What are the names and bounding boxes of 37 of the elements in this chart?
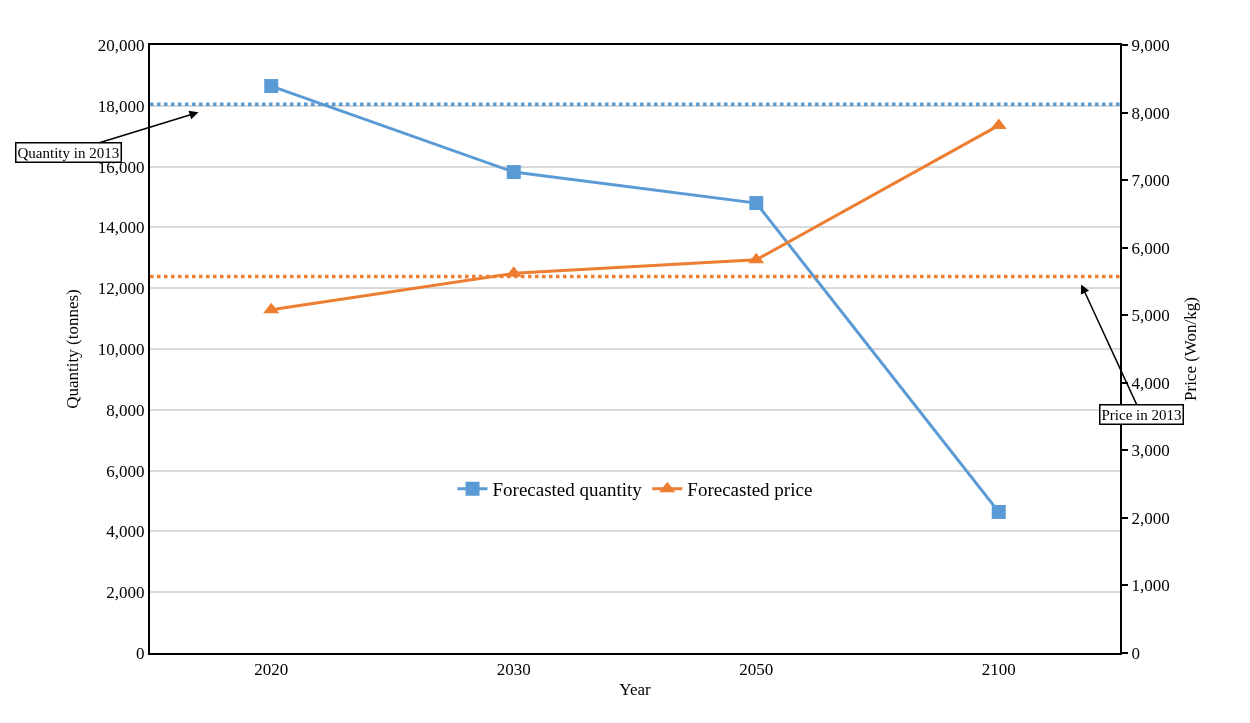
y-tick-label: 6,000	[106, 461, 145, 481]
y2-tick-label: 8,000	[1131, 103, 1170, 123]
ref-line-label: Price in 2013	[1101, 406, 1182, 423]
y-tick-label: 14,000	[97, 218, 145, 238]
y-tick-label: 10,000	[97, 339, 145, 359]
point	[749, 196, 764, 211]
y-tick-label: 8,000	[106, 400, 145, 420]
point	[506, 165, 521, 180]
point	[264, 79, 279, 94]
y-tick-label: 4,000	[106, 522, 145, 542]
legend-label: Forecasted price	[687, 479, 813, 501]
legend-label: Forecasted quantity	[492, 479, 643, 501]
x-tick-label: 2050	[739, 660, 774, 680]
y2-tick-label: 2,000	[1131, 508, 1170, 528]
y2-tick-label: 5,000	[1131, 306, 1170, 326]
point	[263, 302, 280, 314]
x-tick-label: 2020	[254, 660, 289, 680]
y2-axis-title: Price (Won/kg)	[1180, 297, 1200, 401]
y2-tick-label: 9,000	[1131, 35, 1170, 55]
x-axis-title: Year	[619, 680, 651, 700]
point	[991, 504, 1006, 519]
ref-line-label: Quantity in 2013	[17, 144, 120, 161]
y2-tick-label: 1,000	[1131, 576, 1170, 596]
y-axis-title: Quantity (tonnes)	[62, 289, 82, 409]
y2-tick-label: 0	[1131, 643, 1140, 663]
y2-tick-label: 6,000	[1131, 238, 1170, 258]
y-tick-label: 18,000	[97, 96, 145, 116]
y-tick-label: 2,000	[106, 583, 145, 603]
y2-tick-label: 4,000	[1131, 373, 1170, 393]
y-tick-label: 12,000	[97, 279, 145, 299]
y2-tick-label: 7,000	[1131, 171, 1170, 191]
point	[748, 252, 765, 264]
y2-tick-label: 3,000	[1131, 441, 1170, 461]
y-tick-label: 20,000	[97, 35, 145, 55]
x-tick-label: 2030	[496, 660, 531, 680]
y-tick-label: 0	[136, 643, 145, 663]
x-tick-label: 2100	[981, 660, 1016, 680]
